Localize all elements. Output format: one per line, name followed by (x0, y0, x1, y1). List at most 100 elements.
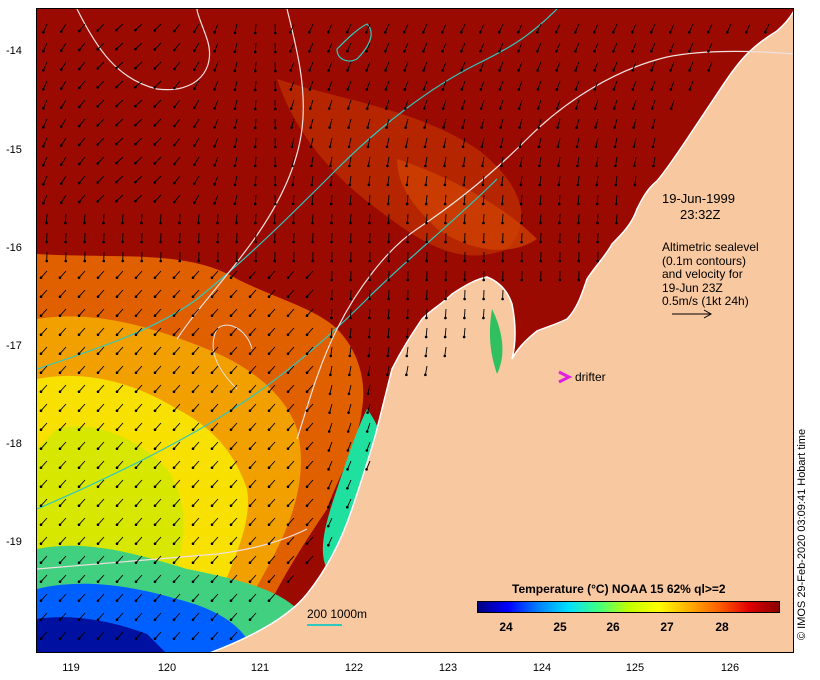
velocity-vector (499, 99, 504, 109)
velocity-vector-head (309, 126, 312, 129)
velocity-vector (116, 593, 124, 602)
velocity-vector-head (422, 107, 426, 110)
velocity-vector-head (305, 428, 309, 432)
velocity-vector (116, 422, 124, 431)
velocity-vector (387, 327, 390, 338)
velocity-vector-head (77, 599, 81, 603)
velocity-vector-head (173, 86, 176, 90)
altimetry-note-line: 0.5m/s (1kt 24h) (662, 294, 749, 308)
velocity-vector (577, 175, 580, 185)
velocity-vector (40, 384, 48, 393)
velocity-vector (537, 80, 542, 90)
velocity-vector-head (328, 411, 331, 414)
velocity-vector (173, 593, 181, 602)
velocity-vector (460, 23, 466, 33)
velocity-vector (154, 574, 162, 583)
velocity-vector (368, 194, 371, 205)
sealevel-contour (76, 9, 211, 91)
velocity-vector (230, 555, 238, 564)
velocity-vector-head (153, 599, 157, 603)
velocity-vector (59, 346, 67, 355)
velocity-vector (287, 460, 295, 469)
velocity-vector (537, 99, 542, 109)
velocity-vector-head (480, 145, 484, 149)
velocity-vector-head (575, 145, 579, 149)
velocity-vector (211, 555, 219, 564)
velocity-vector (406, 327, 409, 338)
velocity-vector (520, 175, 523, 185)
velocity-vector (192, 289, 200, 298)
velocity-vector-head (348, 202, 352, 206)
velocity-vector (78, 384, 86, 393)
velocity-vector (121, 213, 124, 224)
velocity-vector (631, 23, 637, 33)
velocity-vector-head (387, 316, 390, 320)
velocity-vector-head (59, 182, 63, 185)
velocity-vector-head (42, 68, 45, 72)
velocity-vector (287, 270, 295, 279)
velocity-vector (306, 517, 314, 526)
velocity-vector-head (536, 69, 539, 72)
velocity-vector-head (39, 637, 43, 641)
velocity-vector (268, 479, 276, 488)
velocity-vector-head (115, 199, 118, 203)
velocity-vector (211, 403, 219, 412)
velocity-vector (612, 23, 618, 33)
velocity-vector-head (96, 276, 100, 280)
velocity-vector (116, 517, 124, 526)
velocity-vector (463, 175, 466, 185)
velocity-vector (249, 327, 257, 336)
velocity-vector-head (518, 145, 522, 149)
velocity-vector (40, 612, 48, 621)
velocity-vector (135, 80, 143, 88)
velocity-vector-head (115, 466, 119, 470)
velocity-vector (135, 536, 143, 545)
velocity-vector (42, 194, 48, 204)
velocity-vector (348, 365, 352, 375)
y-tick-label: -16 (6, 242, 22, 254)
velocity-vector (349, 327, 352, 338)
velocity-vector (249, 593, 257, 602)
velocity-vector (306, 479, 314, 488)
velocity-vector (192, 384, 200, 393)
velocity-vector (211, 593, 219, 602)
velocity-vector-head (402, 30, 406, 34)
velocity-vector-head (45, 221, 48, 225)
velocity-vector (574, 23, 580, 33)
velocity-vector (613, 80, 618, 90)
velocity-vector-head (365, 107, 369, 110)
velocity-vector (306, 308, 314, 317)
velocity-vector-head (442, 145, 446, 149)
velocity-vector-head (501, 259, 505, 263)
velocity-vector-head (555, 69, 558, 72)
velocity-vector-head (443, 183, 447, 187)
velocity-vector (309, 99, 314, 109)
velocity-vector-head (191, 580, 195, 584)
velocity-vector-head (77, 105, 81, 109)
velocity-vector (707, 42, 713, 52)
velocity-vector (78, 308, 86, 317)
velocity-vector-head (424, 183, 428, 187)
velocity-vector (287, 536, 295, 545)
velocity-vector-head (96, 67, 99, 70)
velocity-vector-head (517, 88, 521, 91)
velocity-vector-head (594, 126, 597, 129)
velocity-vector-head (274, 88, 277, 92)
velocity-vector-head (173, 200, 176, 204)
velocity-vector-head (462, 183, 466, 187)
velocity-vector (254, 118, 257, 129)
velocity-vector (230, 612, 238, 621)
velocity-vector (230, 593, 238, 602)
velocity-vector (614, 137, 618, 147)
velocity-vector-head (305, 504, 309, 508)
velocity-vector-head (59, 144, 63, 147)
velocity-vector (328, 99, 333, 109)
velocity-vector (442, 61, 447, 71)
velocity-vector (193, 194, 200, 203)
velocity-vector-head (482, 316, 485, 320)
velocity-vector-head (248, 447, 252, 451)
velocity-vector (97, 270, 105, 279)
velocity-vector-head (77, 466, 81, 470)
velocity-vector (539, 194, 542, 205)
velocity-vector (249, 365, 257, 374)
